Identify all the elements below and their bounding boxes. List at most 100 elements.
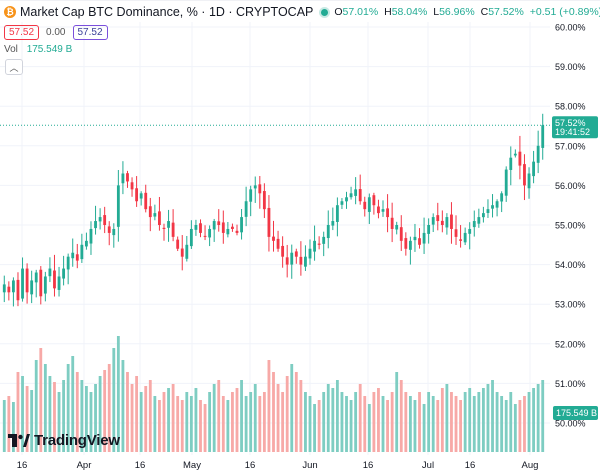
open-label: O: [334, 6, 343, 18]
volume-bar: [418, 392, 421, 452]
bitcoin-icon: ₿: [4, 6, 16, 18]
candle-body: [536, 145, 540, 163]
candle-body: [504, 169, 508, 196]
candle-body: [34, 272, 38, 283]
volume-value: 175.549 B: [26, 44, 73, 55]
time-axis-label: 16: [17, 460, 28, 471]
candle-body: [459, 239, 462, 241]
candle-body: [89, 228, 93, 244]
volume-bar: [404, 392, 408, 452]
candle-body: [377, 206, 380, 214]
volume-bar: [386, 400, 389, 452]
candle-body: [53, 270, 56, 289]
sell-button[interactable]: 57.52: [4, 25, 40, 40]
time-axis-label: Jun: [302, 460, 317, 471]
candle-body: [431, 217, 435, 225]
volume-bar: [399, 380, 403, 452]
price-axis[interactable]: 60.00% 59.00% 58.00% 57.00% 56.00% 55.00% 54.0…: [555, 23, 586, 429]
market-open-dot: [321, 8, 329, 16]
candle-body: [194, 225, 198, 230]
volume-bar: [262, 392, 266, 452]
candle-body: [317, 243, 321, 245]
price-axis-label: 53.00%: [555, 300, 586, 310]
candle-body: [94, 221, 97, 229]
volume-bar: [107, 364, 111, 452]
volume-bar: [11, 402, 15, 452]
candle-body: [258, 184, 262, 194]
volume-bar: [121, 360, 125, 452]
volume-bar: [491, 380, 494, 452]
volume-bar: [358, 384, 362, 452]
candle-body: [436, 215, 440, 222]
volume-legend[interactable]: Vol 175.549 B: [4, 44, 72, 55]
candle-body: [231, 226, 234, 229]
candle-body: [221, 222, 225, 233]
volume-bar: [459, 400, 462, 452]
price-axis-label: 57.00%: [555, 141, 586, 151]
symbol-title[interactable]: Market Cap BTC Dominance, % · 1D · CRYPT…: [20, 5, 314, 19]
candle-body: [500, 193, 504, 202]
volume-bar: [217, 380, 221, 452]
candle-body: [112, 228, 116, 236]
volume-bar: [203, 404, 207, 452]
candle-body: [367, 197, 371, 212]
volume-bar: [85, 386, 88, 452]
volume-bar: [94, 384, 97, 452]
volume-bar: [381, 396, 385, 452]
candle-body: [208, 228, 212, 238]
candle-body: [454, 229, 458, 237]
candle-body: [299, 256, 303, 265]
volume-bar: [349, 400, 353, 452]
tradingview-icon: [8, 434, 30, 447]
candle-body: [39, 269, 43, 297]
candle-body: [62, 268, 66, 279]
volume-bar: [7, 396, 11, 452]
candle-body: [103, 215, 107, 225]
candle-body: [294, 251, 298, 257]
volume-bar: [472, 396, 476, 452]
last-price-text: 57.52%: [555, 118, 586, 128]
volume-bar: [363, 396, 367, 452]
time-axis-label: Jul: [422, 460, 434, 471]
volume-bar: [98, 376, 102, 452]
volume-bar: [53, 382, 56, 452]
volume-bar: [276, 384, 280, 452]
candle-body: [253, 185, 257, 189]
candle-body: [422, 232, 426, 244]
candle-body: [313, 240, 316, 252]
candle-body: [345, 197, 348, 202]
candle-body: [57, 276, 61, 290]
volume-bar: [413, 400, 417, 452]
buy-button[interactable]: 57.52: [72, 25, 108, 40]
candle-body: [363, 201, 367, 210]
candle-body: [199, 223, 202, 233]
candle-body: [148, 206, 152, 218]
collapse-legend-button[interactable]: ︿: [5, 59, 23, 75]
volume-bar: [495, 392, 499, 452]
time-axis[interactable]: 16 Apr 16 May 16 Jun 16 Jul 16 Aug: [17, 460, 539, 471]
candle-body: [185, 244, 189, 259]
candle-body: [290, 252, 294, 265]
candle-body: [491, 205, 494, 209]
volume-bar: [281, 392, 285, 452]
candle-body: [43, 276, 47, 294]
candle-body: [85, 240, 88, 247]
candle-body: [203, 235, 207, 237]
time-axis-label: Apr: [77, 460, 92, 471]
candle-body: [171, 222, 175, 237]
candle-body: [281, 245, 285, 257]
candle-body: [66, 256, 70, 270]
volume-bar: [116, 336, 120, 452]
time-axis-label: May: [183, 460, 201, 471]
volume-bar: [126, 372, 129, 452]
candle-body: [98, 217, 102, 222]
volume-bar: [486, 384, 490, 452]
candle-body: [513, 153, 517, 156]
volume-bar: [285, 376, 289, 452]
candle-body: [7, 286, 11, 293]
volume-bar: [139, 392, 143, 452]
volume-bar: [377, 388, 380, 452]
volume-bar: [454, 396, 458, 452]
volume-bar: [395, 372, 399, 452]
